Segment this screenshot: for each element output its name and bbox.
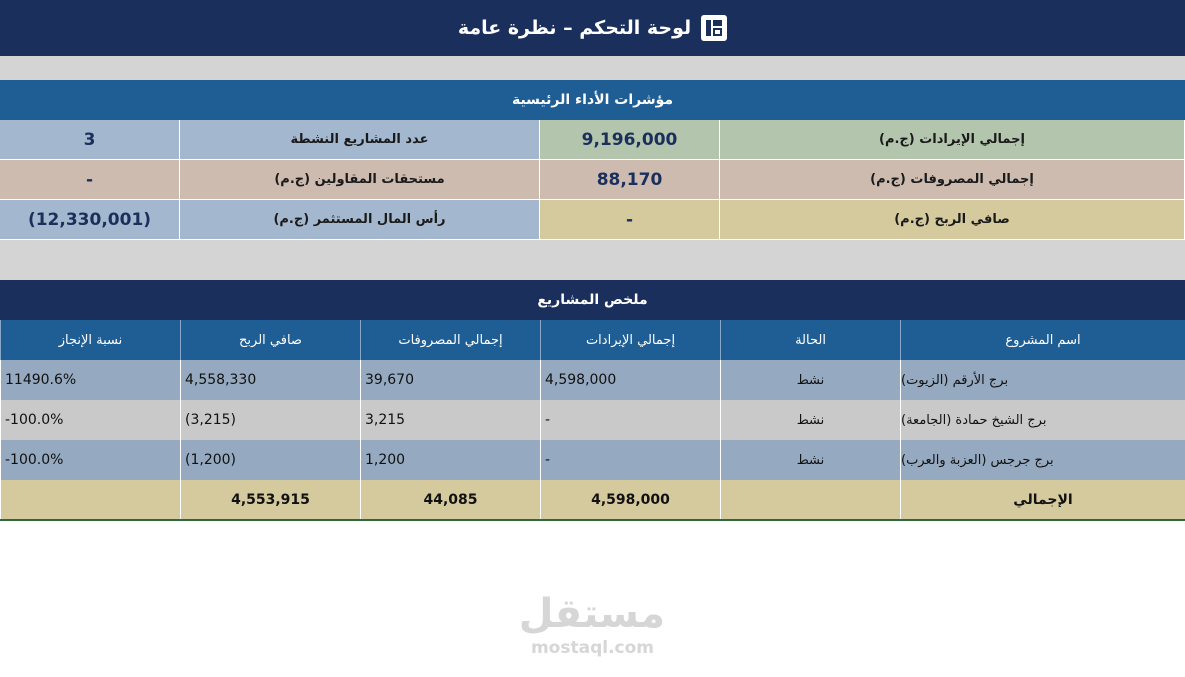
cell-expenses: 3,215 — [360, 400, 540, 440]
cell-status: نشط — [720, 400, 900, 440]
cell-profit: (3,215) — [180, 400, 360, 440]
kpi-net-profit-label: صافي الربح (ج.م) — [894, 212, 1010, 227]
total-status-cell — [720, 480, 900, 520]
column-header-expenses: إجمالي المصروفات — [360, 320, 540, 360]
kpi-total-revenue-label-cell: إجمالي الإيرادات (ج.م) — [720, 120, 1185, 160]
kpi-active-projects-value: 3 — [83, 129, 96, 150]
kpi-total-expenses-label: إجمالي المصروفات (ج.م) — [870, 172, 1034, 187]
dashboard-icon — [701, 15, 728, 41]
kpi-total-revenue-value: 9,196,000 — [581, 129, 678, 150]
projects-section-header: ملخص المشاريع — [0, 280, 1185, 320]
kpi-net-profit-value: - — [625, 209, 634, 230]
kpi-invested-capital-label-cell: رأس المال المستثمر (ج.م) — [180, 200, 540, 240]
kpi-section-title: مؤشرات الأداء الرئيسية — [511, 92, 674, 108]
cell-revenue: - — [540, 400, 720, 440]
total-completion-cell — [0, 480, 180, 520]
spacer-1 — [0, 56, 1185, 80]
cell-revenue: - — [540, 440, 720, 480]
column-header-completion: نسبة الإنجاز — [0, 320, 180, 360]
table-bottom-border — [0, 519, 1185, 521]
kpi-net-profit-label-cell: صافي الربح (ج.م) — [720, 200, 1185, 240]
dashboard-title-bar: لوحة التحكم – نظرة عامة — [0, 0, 1185, 56]
kpi-total-revenue-value-cell: 9,196,000 — [540, 120, 720, 160]
column-header-status: الحالة — [720, 320, 900, 360]
cell-project-name: برج الأرقم (الزيوت) — [900, 360, 1185, 400]
column-header-project-name: اسم المشروع — [900, 320, 1185, 360]
projects-section-title: ملخص المشاريع — [537, 292, 648, 308]
spacer-2 — [0, 240, 1185, 280]
table-row: 11490.6% 4,558,330 39,670 4,598,000 نشط … — [0, 360, 1185, 400]
kpi-active-projects-label-cell: عدد المشاريع النشطة — [180, 120, 540, 160]
total-label: الإجمالي — [900, 480, 1185, 520]
kpi-contractor-dues-label-cell: مستحقات المقاولين (ج.م) — [180, 160, 540, 200]
column-header-profit: صافي الربح — [180, 320, 360, 360]
cell-project-name: برج الشيخ حمادة (الجامعة) — [900, 400, 1185, 440]
table-row: -100.0% (1,200) 1,200 - نشط برج جرجس (ال… — [0, 440, 1185, 480]
cell-expenses: 1,200 — [360, 440, 540, 480]
mostaql-watermark: مستقل mostaql.com — [518, 590, 665, 665]
kpi-contractor-dues-value: - — [85, 169, 94, 190]
cell-project-name: برج جرجس (العزبة والعرب) — [900, 440, 1185, 480]
total-expenses: 44,085 — [360, 480, 540, 520]
kpi-contractor-dues-value-cell: - — [0, 160, 180, 200]
kpi-invested-capital-label: رأس المال المستثمر (ج.م) — [273, 212, 446, 227]
watermark-latin: mostaql.com — [530, 638, 655, 658]
kpi-total-expenses-value-cell: 88,170 — [540, 160, 720, 200]
kpi-invested-capital-value: (12,330,001) — [27, 209, 152, 230]
kpi-contractor-dues-label: مستحقات المقاولين (ج.م) — [274, 172, 445, 187]
table-row: -100.0% (3,215) 3,215 - نشط برج الشيخ حم… — [0, 400, 1185, 440]
kpi-active-projects-label: عدد المشاريع النشطة — [290, 132, 429, 147]
kpi-invested-capital-value-cell: (12,330,001) — [0, 200, 180, 240]
cell-expenses: 39,670 — [360, 360, 540, 400]
cell-profit: (1,200) — [180, 440, 360, 480]
page-title: لوحة التحكم – نظرة عامة — [457, 17, 692, 39]
cell-completion: -100.0% — [0, 400, 180, 440]
watermark-arabic: مستقل — [518, 591, 665, 637]
total-profit: 4,553,915 — [180, 480, 360, 520]
total-revenue: 4,598,000 — [540, 480, 720, 520]
kpi-row-1: 3 عدد المشاريع النشطة 9,196,000 إجمالي ا… — [0, 120, 1185, 160]
column-header-revenue: إجمالي الإيرادات — [540, 320, 720, 360]
cell-status: نشط — [720, 440, 900, 480]
kpi-row-2: - مستحقات المقاولين (ج.م) 88,170 إجمالي … — [0, 160, 1185, 200]
kpi-section-header: مؤشرات الأداء الرئيسية — [0, 80, 1185, 120]
kpi-total-expenses-label-cell: إجمالي المصروفات (ج.م) — [720, 160, 1185, 200]
cell-profit: 4,558,330 — [180, 360, 360, 400]
projects-table-header: نسبة الإنجاز صافي الربح إجمالي المصروفات… — [0, 320, 1185, 360]
cell-status: نشط — [720, 360, 900, 400]
table-total-row: 4,553,915 44,085 4,598,000 الإجمالي — [0, 480, 1185, 520]
kpi-active-projects-value-cell: 3 — [0, 120, 180, 160]
kpi-total-expenses-value: 88,170 — [596, 169, 663, 190]
kpi-total-revenue-label: إجمالي الإيرادات (ج.م) — [879, 132, 1025, 147]
kpi-row-3: (12,330,001) رأس المال المستثمر (ج.م) - … — [0, 200, 1185, 240]
cell-revenue: 4,598,000 — [540, 360, 720, 400]
cell-completion: 11490.6% — [0, 360, 180, 400]
kpi-net-profit-value-cell: - — [540, 200, 720, 240]
cell-completion: -100.0% — [0, 440, 180, 480]
